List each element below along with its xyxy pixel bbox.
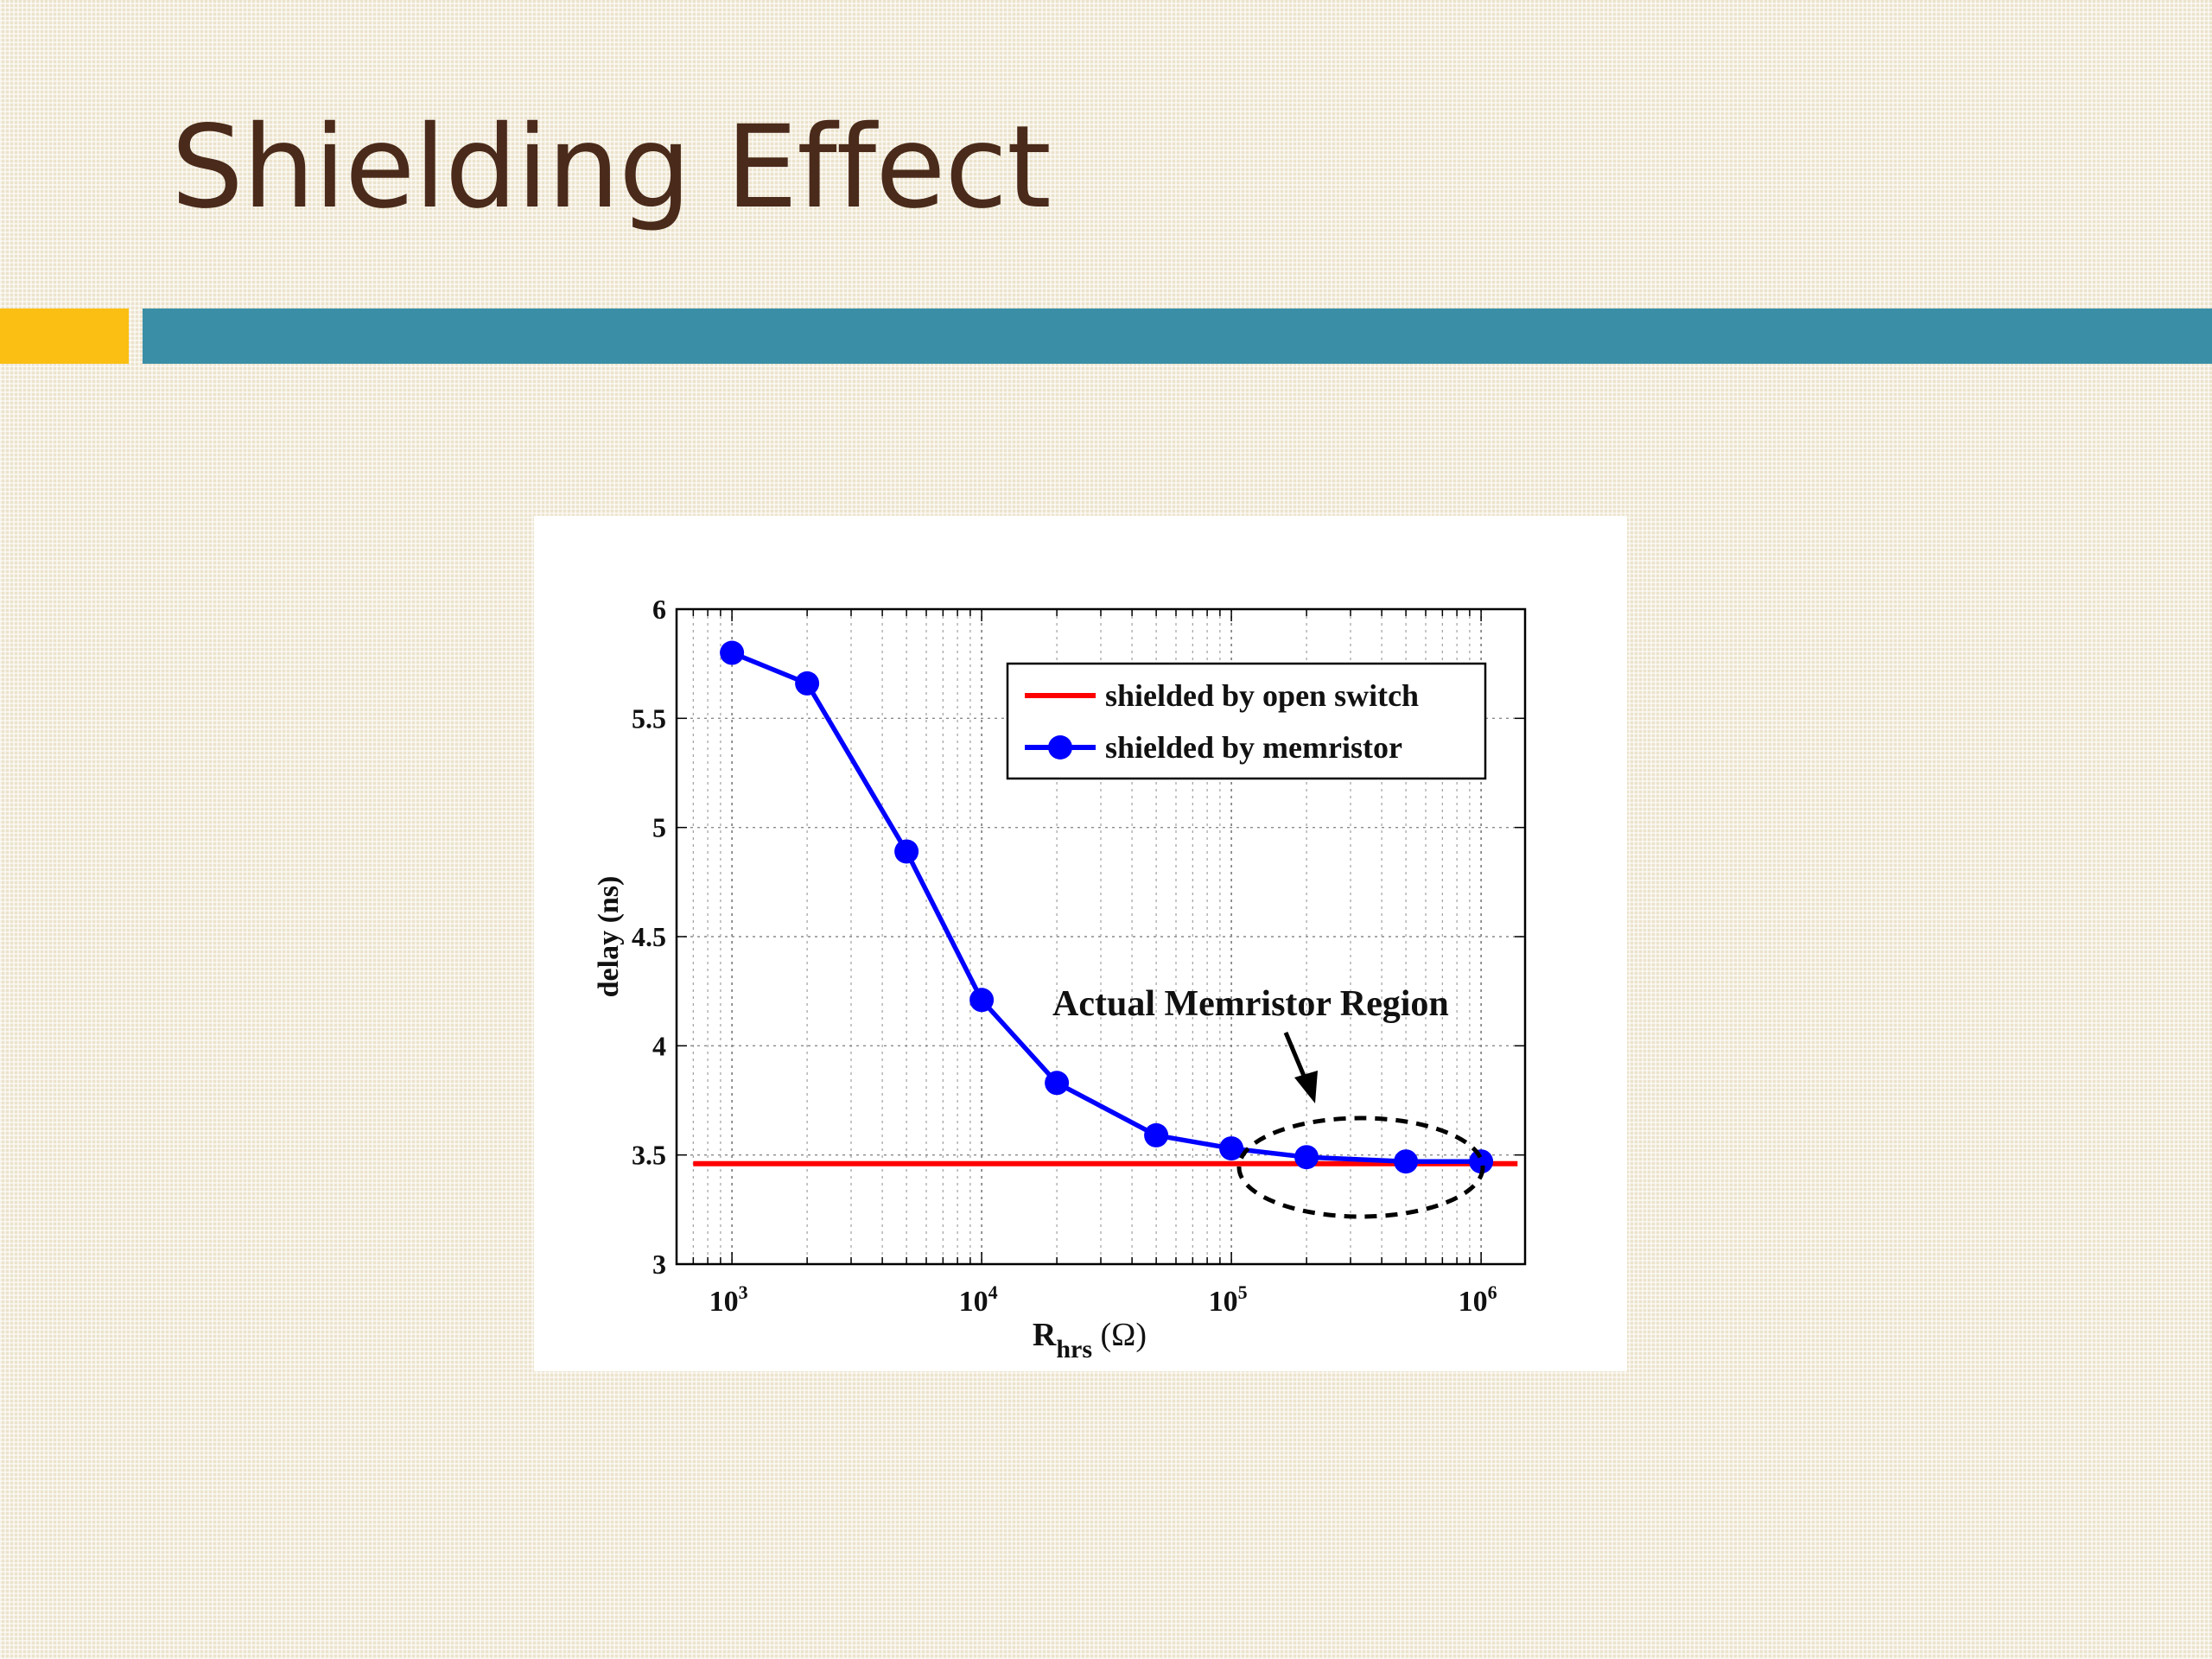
legend-label-memristor: shielded by memristor — [1105, 730, 1402, 765]
annotation-arrowhead — [1294, 1071, 1318, 1103]
data-point-memristor — [1294, 1145, 1319, 1170]
x-axis-label: Rhrs (Ω) — [1033, 1317, 1147, 1363]
data-point-memristor — [1045, 1071, 1070, 1096]
series-layer — [693, 640, 1518, 1174]
y-tick-label: 5 — [652, 812, 666, 843]
title-accent-bar-orange — [0, 308, 129, 364]
plot-frame — [675, 607, 1527, 1266]
x-tick-label: 106 — [1459, 1281, 1497, 1318]
y-tick-label: 4 — [652, 1030, 666, 1061]
x-tick-label: 105 — [1209, 1281, 1248, 1318]
data-point-memristor — [1394, 1149, 1419, 1174]
data-point-memristor — [1144, 1122, 1169, 1147]
slide-title: Shielding Effect — [171, 101, 1052, 234]
title-accent-bar-teal — [143, 308, 2212, 364]
delay-chart: 3 3.5 4 4.5 5 5.5 6 103 104 105 106 Actual Memrist… — [593, 594, 1527, 1363]
figure-panel: 3 3.5 4 4.5 5 5.5 6 103 104 105 106 Actual Memrist… — [534, 516, 1627, 1371]
legend-label-open-switch: shielded by open switch — [1105, 678, 1419, 713]
memristor-region-ellipse — [1236, 1116, 1485, 1219]
x-tick-label: 103 — [709, 1281, 748, 1318]
data-point-memristor — [720, 640, 745, 665]
legend-marker-memristor — [1048, 735, 1072, 760]
data-point-memristor — [894, 839, 919, 864]
annotation-text: Actual Memristor Region — [1052, 984, 1449, 1024]
data-point-memristor — [1469, 1149, 1494, 1174]
data-point-memristor — [969, 988, 995, 1013]
legend-box — [1006, 662, 1487, 780]
legend: shielded by open switch shielded by memri… — [1006, 662, 1487, 780]
axis-labels: delay (ns) Rhrs (Ω) — [593, 876, 1147, 1363]
y-tick-label: 3.5 — [632, 1140, 666, 1171]
y-axis-label: delay (ns) — [593, 876, 625, 998]
y-tick-label: 4.5 — [632, 921, 666, 952]
axes — [675, 607, 1527, 1266]
y-tick-label: 6 — [652, 594, 666, 625]
data-point-memristor — [795, 671, 820, 696]
y-tick-label: 5.5 — [632, 702, 666, 734]
annotation: Actual Memristor Region — [1052, 984, 1485, 1219]
tick-labels: 3 3.5 4 4.5 5 5.5 6 103 104 105 106 — [632, 594, 1497, 1318]
data-point-memristor — [1219, 1136, 1244, 1161]
y-tick-label: 3 — [652, 1249, 666, 1280]
x-tick-label: 104 — [959, 1281, 998, 1318]
series-line-memristor — [731, 650, 1482, 1164]
